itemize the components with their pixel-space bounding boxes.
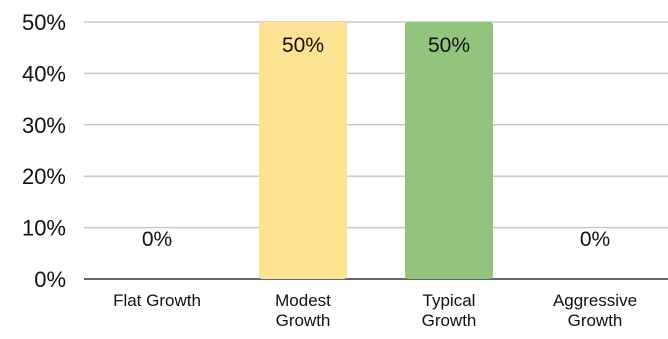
data-label: 0%: [580, 228, 610, 251]
grid-lines: [84, 21, 668, 280]
x-tick-label: Growth: [568, 311, 623, 330]
x-tick-label: Typical: [423, 291, 476, 310]
x-tick-label: Flat Growth: [113, 291, 201, 310]
y-tick-label: 20%: [22, 164, 66, 189]
y-axis-tick-labels: 0% 10% 20% 30% 40% 50%: [22, 10, 66, 292]
data-label: 50%: [428, 34, 470, 57]
x-axis-tick-labels: Flat Growth ModestGrowthTypicalGrowthAggr…: [113, 291, 637, 330]
x-tick-label: Growth: [422, 311, 477, 330]
y-tick-label: 0%: [34, 267, 66, 292]
data-labels: 0% 50% 50% 0%: [142, 34, 610, 251]
bars: [259, 22, 493, 279]
y-tick-label: 50%: [22, 10, 66, 35]
bar: [259, 22, 347, 279]
x-tick-label: Growth: [276, 311, 331, 330]
y-tick-label: 10%: [22, 216, 66, 241]
x-tick-label: Aggressive: [553, 291, 637, 310]
y-tick-label: 40%: [22, 61, 66, 86]
data-label: 0%: [142, 228, 172, 251]
bar: [405, 22, 493, 279]
y-tick-label: 30%: [22, 113, 66, 138]
data-label: 50%: [282, 34, 324, 57]
x-tick-label: Modest: [275, 291, 331, 310]
